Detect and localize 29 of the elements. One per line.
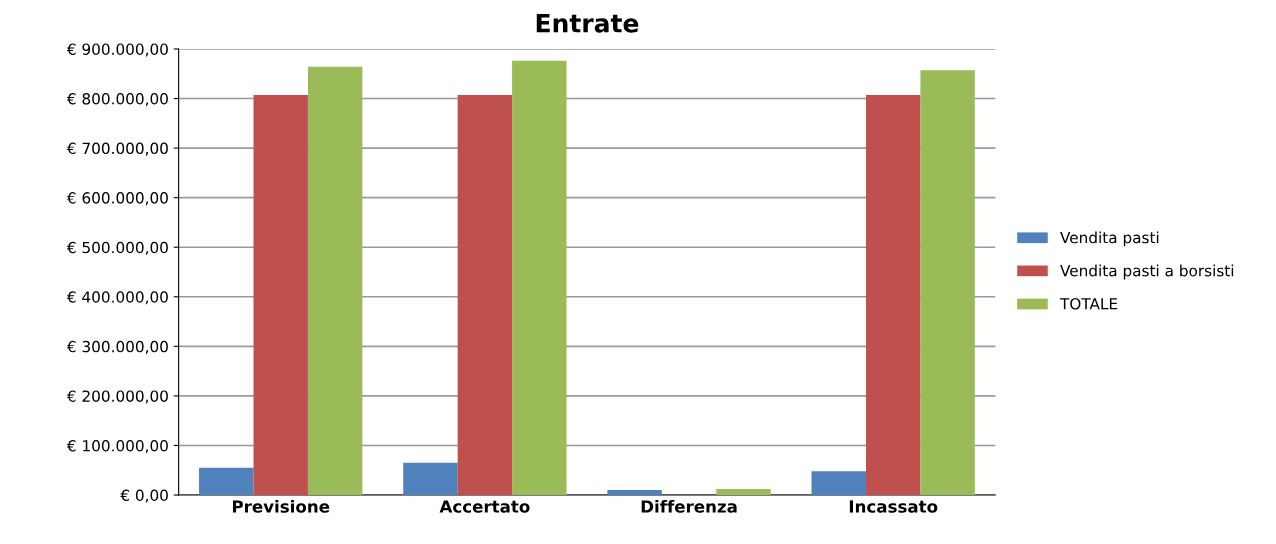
x-tick-label: Previsione: [232, 499, 330, 513]
bar: [865, 95, 921, 496]
bar: [716, 489, 771, 496]
y-tick-label: € 500.000,00: [66, 241, 168, 255]
legend-label: Vendita pasti: [1060, 231, 1159, 247]
bar: [457, 95, 513, 496]
legend-label: Vendita pasti a borsisti: [1060, 264, 1234, 280]
bar: [307, 66, 363, 496]
bar: [607, 490, 662, 496]
y-tick-label: € 800.000,00: [66, 92, 168, 107]
y-tick-label: € 400.000,00: [66, 291, 168, 305]
chart-title: Entrate: [536, 14, 639, 33]
bar: [403, 462, 458, 496]
y-tick-label: € 600.000,00: [66, 192, 168, 206]
y-tick-label: € 900.000,00: [66, 43, 168, 57]
bar: [199, 467, 254, 496]
bar: [253, 95, 308, 496]
bar: [920, 70, 975, 496]
x-tick-label: Incassato: [849, 500, 938, 513]
bar: [512, 60, 567, 496]
y-tick-label: € 100.000,00: [66, 439, 168, 454]
x-tick-label: Differenza: [641, 499, 737, 513]
y-tick-label: € 700.000,00: [66, 142, 168, 156]
x-tick-label: Accertato: [439, 500, 530, 513]
bar: [811, 471, 866, 496]
y-tick-label: € 0,00: [120, 489, 168, 503]
y-tick-label: € 300.000,00: [66, 340, 168, 354]
legend-label: TOTALE: [1059, 298, 1118, 310]
y-tick-label: € 200.000,00: [66, 390, 168, 404]
